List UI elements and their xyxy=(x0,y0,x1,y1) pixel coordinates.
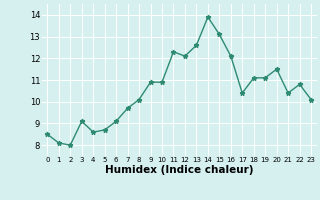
X-axis label: Humidex (Indice chaleur): Humidex (Indice chaleur) xyxy=(105,165,253,175)
